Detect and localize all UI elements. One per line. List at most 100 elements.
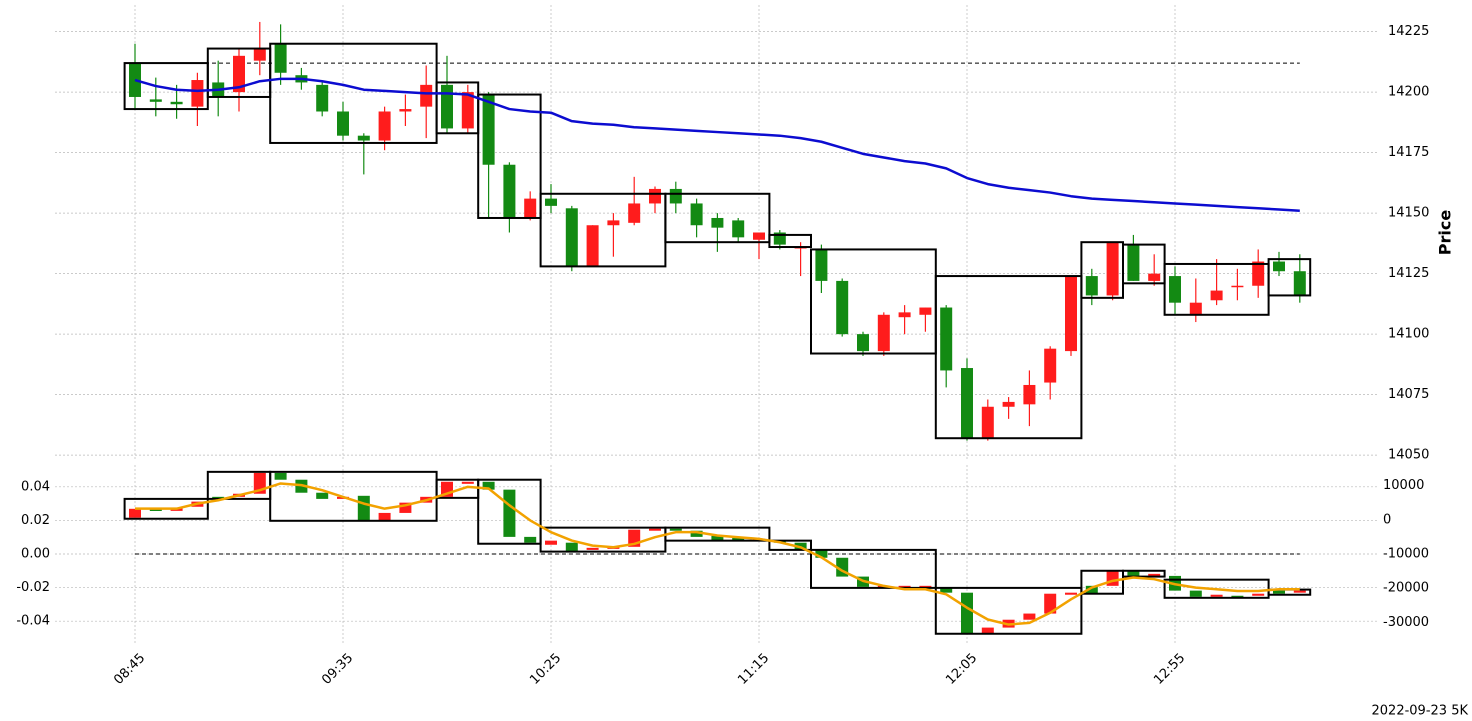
indicator-line	[135, 482, 1300, 626]
candle-body	[149, 509, 162, 511]
candle-body	[1127, 570, 1140, 576]
range-box	[477, 478, 542, 545]
candle-body	[1189, 302, 1202, 315]
candle-body	[607, 220, 620, 226]
y-tick-label: 14225	[1388, 24, 1429, 39]
candle-body	[1210, 594, 1223, 597]
candle-body	[753, 232, 765, 240]
range-box	[664, 192, 771, 244]
candle-body	[545, 540, 557, 545]
candle-body	[961, 592, 973, 634]
candle-body	[898, 312, 911, 318]
candle-body	[1127, 244, 1140, 281]
range-box	[768, 233, 813, 249]
candle-body	[1252, 261, 1265, 286]
candle-body	[1148, 573, 1161, 577]
y-tick-label: 14175	[1388, 145, 1429, 160]
range-box	[123, 497, 209, 520]
candle-body	[1044, 348, 1057, 383]
candle-body	[732, 536, 745, 541]
x-tick-label: 12:55	[1151, 651, 1188, 688]
y2-tick-label: -20000	[1383, 581, 1429, 596]
y-tick-label: -0.02	[16, 580, 50, 595]
y2-tick-label: 10000	[1383, 478, 1424, 493]
candle-body	[1065, 276, 1077, 352]
x-tick-label: 10:25	[527, 651, 564, 688]
candle-body	[877, 314, 890, 352]
candle-body	[857, 334, 869, 352]
y-tick-label: 14050	[1388, 448, 1429, 463]
candle-body	[815, 549, 828, 558]
candle-body	[1273, 590, 1285, 594]
range-box	[934, 586, 1083, 635]
candle-body	[669, 188, 682, 204]
candle-body	[1169, 276, 1181, 303]
candle-body	[1231, 285, 1244, 288]
candle-body	[316, 84, 329, 112]
candle-body	[545, 198, 557, 206]
candle-body	[1210, 290, 1223, 301]
y2-tick-label: -10000	[1383, 547, 1429, 562]
footer: 2022-09-23 5K	[1372, 704, 1469, 719]
candle-body	[337, 111, 349, 136]
y-tick-label: 14125	[1388, 266, 1429, 281]
range-box	[1080, 569, 1125, 595]
range-box	[539, 192, 667, 268]
candle-body	[1231, 595, 1244, 598]
x-tick-label: 08:45	[111, 651, 148, 688]
indicator-line	[134, 77, 1300, 212]
candle-body	[461, 92, 474, 129]
candle-body	[149, 99, 162, 102]
range-box	[934, 275, 1083, 440]
candle-body	[1065, 592, 1077, 595]
candle-body	[919, 307, 932, 315]
candle-body	[1085, 585, 1098, 594]
y-tick-label: 0.04	[21, 479, 50, 494]
candle-body	[378, 111, 391, 141]
range-box	[1122, 569, 1166, 578]
candle-body	[1085, 276, 1098, 296]
candle-body	[233, 55, 245, 93]
candle-body	[399, 502, 412, 513]
candle-body	[1106, 570, 1119, 586]
candle-body	[1023, 613, 1036, 620]
range-box	[269, 470, 438, 522]
y2-tick-label: 0	[1383, 512, 1391, 527]
candle-body	[357, 495, 370, 521]
candle-body	[316, 492, 329, 499]
candle-body	[981, 406, 994, 439]
candle-body	[565, 208, 578, 267]
candle-body	[711, 217, 724, 228]
range-box	[477, 93, 542, 219]
y-tick-label: 14150	[1388, 206, 1429, 221]
candle-body	[524, 536, 537, 543]
candle-body	[815, 249, 828, 281]
candle-body	[378, 512, 391, 521]
x-tick-label: 09:35	[319, 651, 356, 688]
range-box	[810, 248, 937, 355]
candle-body	[1293, 590, 1306, 593]
y-tick-label: 14200	[1388, 85, 1429, 100]
candle-body	[1106, 242, 1119, 296]
candle-body	[503, 489, 516, 537]
candle-body	[628, 203, 641, 223]
candle-body	[690, 203, 703, 226]
candle-body	[732, 220, 745, 238]
candle-body	[253, 472, 266, 494]
candle-body	[274, 43, 287, 73]
candle-body	[669, 528, 682, 531]
candle-body	[690, 530, 703, 537]
candle-body	[170, 101, 183, 105]
candle-body	[1273, 261, 1285, 272]
candle-body	[1293, 271, 1306, 296]
range-box	[768, 539, 813, 551]
y-tick-label: 14075	[1388, 387, 1429, 402]
candle-body	[129, 508, 141, 518]
candle-body	[441, 84, 453, 129]
candle-body	[420, 84, 433, 107]
y-tick-label: 14100	[1388, 327, 1429, 342]
candle-body	[981, 627, 994, 634]
candle-body	[940, 587, 953, 593]
candle-body	[253, 48, 266, 61]
